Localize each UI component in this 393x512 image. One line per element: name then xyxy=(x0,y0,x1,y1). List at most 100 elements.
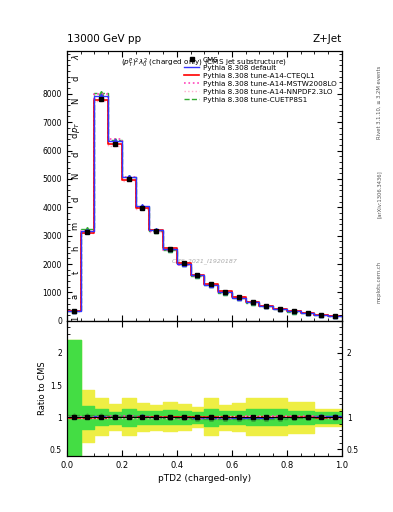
Pythia 8.308 tune-A14-CTEQL1 xyxy=(340,313,344,319)
Pythia 8.308 tune-CUETP8S1 xyxy=(271,306,275,312)
Text: $\mathrm{d}$: $\mathrm{d}$ xyxy=(70,197,81,203)
Pythia 8.308 tune-A14-NNPDF2.3LO xyxy=(326,313,331,319)
Pythia 8.308 tune-CUETP8S1 xyxy=(161,228,165,234)
Pythia 8.308 default xyxy=(161,227,165,233)
Pythia 8.308 tune-A14-NNPDF2.3LO xyxy=(92,230,97,236)
Pythia 8.308 default xyxy=(298,310,303,316)
Pythia 8.308 tune-A14-CTEQL1 xyxy=(285,308,289,314)
Text: $\mathrm{d}\,p_T$: $\mathrm{d}\,p_T$ xyxy=(68,121,82,139)
Pythia 8.308 tune-A14-NNPDF2.3LO xyxy=(285,306,289,312)
Pythia 8.308 default xyxy=(133,174,138,180)
Pythia 8.308 tune-CUETP8S1 xyxy=(312,310,317,316)
Pythia 8.308 default xyxy=(188,261,193,267)
Pythia 8.308 tune-A14-NNPDF2.3LO xyxy=(326,312,331,318)
Pythia 8.308 tune-CUETP8S1 xyxy=(174,246,179,252)
Text: $\mathrm{m}$: $\mathrm{m}$ xyxy=(71,221,79,230)
Pythia 8.308 tune-A14-CTEQL1 xyxy=(243,294,248,301)
Pythia 8.308 tune-A14-MSTW2008LO xyxy=(161,247,165,253)
Pythia 8.308 tune-A14-NNPDF2.3LO xyxy=(188,261,193,267)
Pythia 8.308 tune-CUETP8S1 xyxy=(298,308,303,314)
Pythia 8.308 tune-A14-MSTW2008LO xyxy=(298,308,303,314)
Pythia 8.308 tune-A14-NNPDF2.3LO xyxy=(257,303,262,309)
Pythia 8.308 tune-A14-NNPDF2.3LO xyxy=(298,308,303,314)
Pythia 8.308 tune-CUETP8S1 xyxy=(78,226,83,232)
Pythia 8.308 default xyxy=(106,93,110,99)
Pythia 8.308 default xyxy=(78,308,83,314)
Pythia 8.308 tune-A14-MSTW2008LO xyxy=(257,303,262,309)
Pythia 8.308 tune-A14-NNPDF2.3LO xyxy=(119,178,124,184)
Pythia 8.308 default xyxy=(285,306,289,312)
Pythia 8.308 tune-CUETP8S1 xyxy=(326,313,331,319)
Text: mcplots.cern.ch: mcplots.cern.ch xyxy=(377,261,382,303)
CMS xyxy=(182,260,186,266)
Pythia 8.308 tune-A14-CTEQL1 xyxy=(147,227,152,233)
Text: [arXiv:1306.3436]: [arXiv:1306.3436] xyxy=(377,170,382,219)
Pythia 8.308 default xyxy=(133,203,138,209)
Pythia 8.308 tune-A14-NNPDF2.3LO xyxy=(174,261,179,267)
Pythia 8.308 tune-A14-MSTW2008LO xyxy=(106,91,110,97)
Pythia 8.308 default xyxy=(174,261,179,267)
Pythia 8.308 tune-CUETP8S1 xyxy=(119,137,124,143)
Pythia 8.308 tune-A14-MSTW2008LO xyxy=(174,247,179,253)
Pythia 8.308 tune-A14-MSTW2008LO xyxy=(230,294,234,301)
Text: Rivet 3.1.10, ≥ 3.2M events: Rivet 3.1.10, ≥ 3.2M events xyxy=(377,66,382,139)
Text: CMS_2021_I1920187: CMS_2021_I1920187 xyxy=(171,259,237,264)
Pythia 8.308 tune-A14-MSTW2008LO xyxy=(188,262,193,268)
Pythia 8.308 tune-CUETP8S1 xyxy=(119,174,124,180)
Pythia 8.308 tune-A14-CTEQL1 xyxy=(174,245,179,251)
Text: $\mathrm{N}$: $\mathrm{N}$ xyxy=(70,97,81,104)
Pythia 8.308 default xyxy=(340,313,344,319)
Pythia 8.308 tune-A14-NNPDF2.3LO xyxy=(271,306,275,312)
Pythia 8.308 tune-A14-CTEQL1 xyxy=(271,306,275,312)
Pythia 8.308 tune-CUETP8S1 xyxy=(257,303,262,309)
Pythia 8.308 tune-A14-CTEQL1 xyxy=(119,141,124,147)
Pythia 8.308 tune-A14-MSTW2008LO xyxy=(133,174,138,180)
Pythia 8.308 tune-A14-CTEQL1 xyxy=(326,312,331,318)
Pythia 8.308 tune-A14-MSTW2008LO xyxy=(285,306,289,312)
Pythia 8.308 tune-A14-CTEQL1 xyxy=(312,312,317,318)
Pythia 8.308 tune-CUETP8S1 xyxy=(188,261,193,267)
Pythia 8.308 tune-CUETP8S1 xyxy=(285,306,289,312)
X-axis label: pTD2 (charged-only): pTD2 (charged-only) xyxy=(158,474,251,483)
Pythia 8.308 tune-A14-CTEQL1 xyxy=(78,230,83,236)
Text: $\mathrm{h}$: $\mathrm{h}$ xyxy=(70,245,81,252)
CMS xyxy=(305,310,310,316)
Pythia 8.308 default xyxy=(78,228,83,234)
Pythia 8.308 default xyxy=(202,282,207,288)
Pythia 8.308 tune-A14-MSTW2008LO xyxy=(147,228,152,234)
Pythia 8.308 tune-A14-NNPDF2.3LO xyxy=(133,206,138,212)
Pythia 8.308 tune-A14-NNPDF2.3LO xyxy=(188,272,193,278)
Pythia 8.308 tune-CUETP8S1 xyxy=(106,137,110,143)
Pythia 8.308 tune-A14-MSTW2008LO xyxy=(174,262,179,268)
Pythia 8.308 tune-A14-MSTW2008LO xyxy=(326,312,331,318)
Pythia 8.308 tune-CUETP8S1 xyxy=(202,273,207,279)
CMS xyxy=(99,96,104,102)
Pythia 8.308 tune-A14-NNPDF2.3LO xyxy=(147,206,152,212)
CMS xyxy=(195,272,200,278)
Pythia 8.308 tune-A14-MSTW2008LO xyxy=(285,308,289,314)
Pythia 8.308 default xyxy=(161,246,165,252)
Pythia 8.308 tune-CUETP8S1 xyxy=(147,228,152,234)
Pythia 8.308 tune-A14-MSTW2008LO xyxy=(64,308,69,314)
Pythia 8.308 tune-CUETP8S1 xyxy=(106,90,110,96)
Pythia 8.308 tune-A14-NNPDF2.3LO xyxy=(78,308,83,314)
Pythia 8.308 tune-A14-CTEQL1 xyxy=(285,306,289,312)
Text: $\lambda$: $\lambda$ xyxy=(70,54,81,60)
CMS xyxy=(127,176,131,182)
Text: $\mathrm{d}$: $\mathrm{d}$ xyxy=(70,151,81,158)
Pythia 8.308 tune-A14-NNPDF2.3LO xyxy=(230,288,234,294)
CMS xyxy=(237,294,241,301)
Pythia 8.308 default xyxy=(202,272,207,279)
Pythia 8.308 tune-CUETP8S1 xyxy=(147,204,152,210)
Pythia 8.308 tune-A14-NNPDF2.3LO xyxy=(216,281,220,287)
Pythia 8.308 tune-A14-CTEQL1 xyxy=(298,310,303,316)
Pythia 8.308 tune-A14-MSTW2008LO xyxy=(216,282,220,288)
Pythia 8.308 tune-A14-MSTW2008LO xyxy=(271,303,275,309)
Pythia 8.308 tune-A14-MSTW2008LO xyxy=(119,136,124,142)
Pythia 8.308 default xyxy=(271,303,275,309)
Pythia 8.308 tune-A14-CTEQL1 xyxy=(257,299,262,305)
CMS xyxy=(333,313,338,319)
Pythia 8.308 tune-A14-MSTW2008LO xyxy=(78,308,83,314)
Pythia 8.308 tune-A14-MSTW2008LO xyxy=(119,174,124,180)
Text: $(p_T^P)^2\lambda_0^2$ (charged only) (CMS jet substructure): $(p_T^P)^2\lambda_0^2$ (charged only) (C… xyxy=(121,57,287,70)
